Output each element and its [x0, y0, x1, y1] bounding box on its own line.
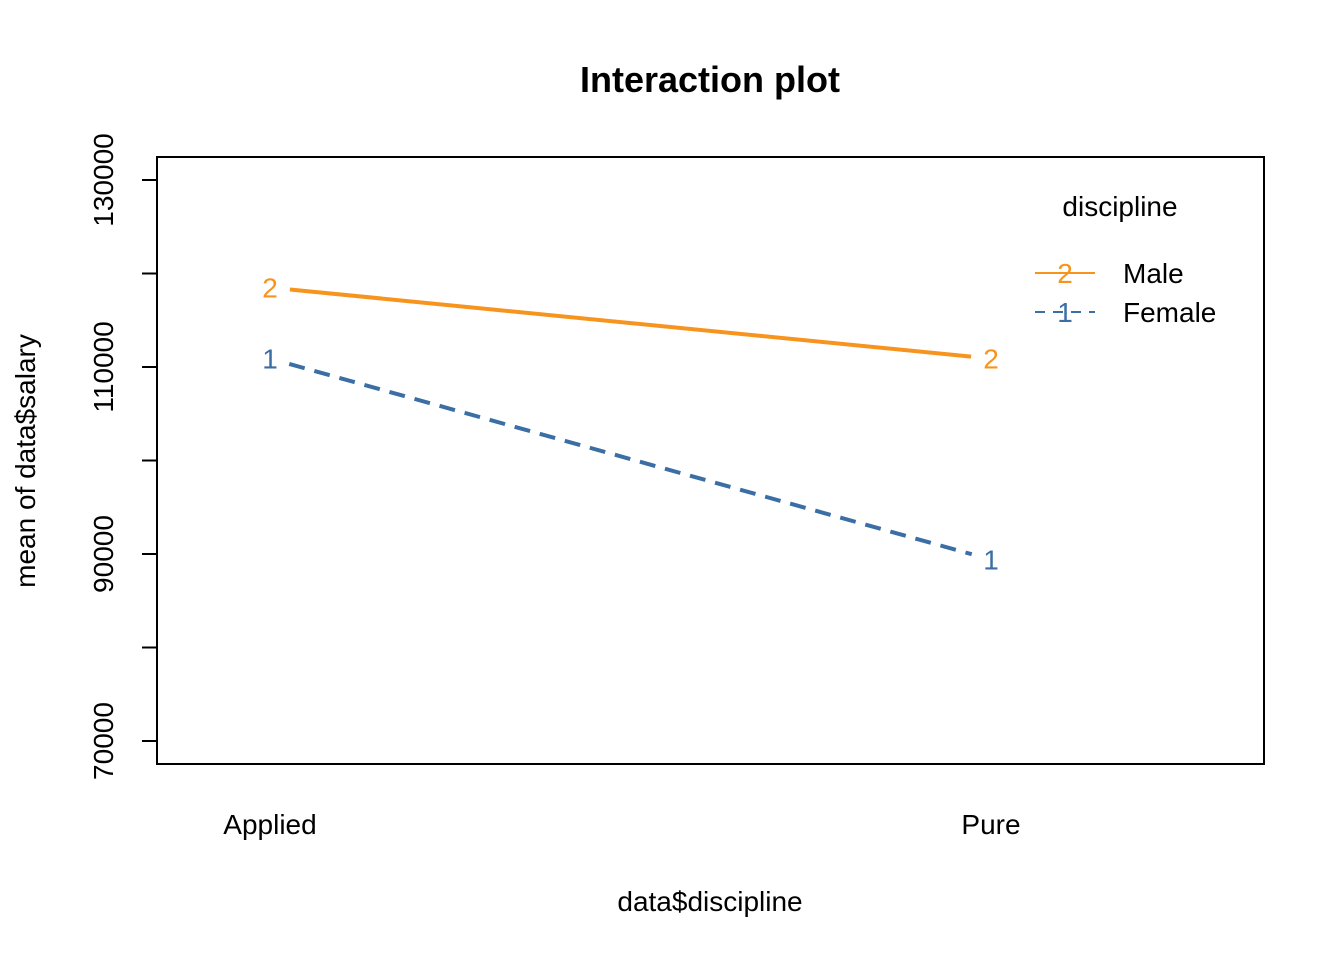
series-layer: 2 2 1 1 — [262, 273, 999, 576]
legend-label-male: Male — [1123, 258, 1184, 289]
y-tick-label: 130000 — [88, 133, 119, 226]
data-point-male: 2 — [262, 273, 278, 304]
y-tick-label: 90000 — [88, 515, 119, 593]
chart-title: Interaction plot — [580, 59, 840, 100]
series-line-male — [289, 287, 972, 359]
data-point-female: 1 — [262, 344, 278, 375]
legend-label-female: Female — [1123, 297, 1216, 328]
data-point-male: 2 — [983, 344, 999, 375]
legend-title: discipline — [1062, 191, 1177, 222]
x-tick-label: Applied — [223, 809, 316, 840]
legend-symbol-female: 1 — [1057, 297, 1073, 328]
y-tick-label: 110000 — [88, 321, 119, 412]
y-tick-label: 70000 — [88, 702, 119, 780]
y-axis: 70000 90000 110000 130000 — [88, 133, 158, 780]
legend: discipline 2 Male 1 Female — [1035, 191, 1216, 328]
x-axis-label: data$discipline — [617, 886, 802, 917]
legend-symbol-male: 2 — [1057, 258, 1073, 289]
data-point-female: 1 — [983, 545, 999, 576]
series-line-female — [288, 362, 973, 557]
x-tick-label: Pure — [961, 809, 1020, 840]
y-axis-label: mean of data$salary — [10, 334, 41, 588]
plot-frame — [156, 156, 1265, 765]
x-axis: Applied Pure — [223, 809, 1020, 840]
